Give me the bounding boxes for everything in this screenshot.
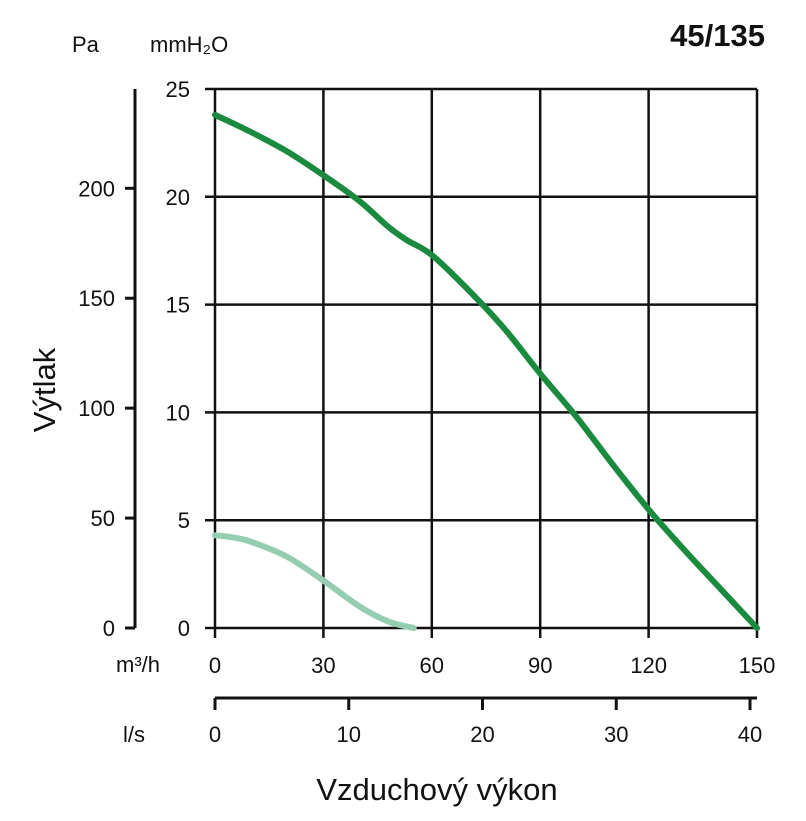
x-tick-label-ls: 40 [738,722,762,747]
performance-curve-1 [212,532,417,631]
x-tick-label-ls: 20 [470,722,494,747]
y-axis-title: Výtlak [27,347,62,432]
y-tick-label-pa: 50 [91,506,115,531]
y-tick-label-mmh2o: 25 [166,77,190,102]
pa-unit-label: Pa [72,32,100,57]
chart-title: 45/135 [670,18,765,53]
x-tick-label-m3h: 120 [630,653,667,678]
y-tick-label-mmh2o: 5 [178,508,190,533]
y-tick-label-pa: 100 [78,396,115,421]
x-tick-label-ls: 0 [209,722,221,747]
y-tick-label-mmh2o: 0 [178,616,190,641]
performance-curve-0 [212,111,760,631]
x-tick-label-m3h: 150 [739,653,776,678]
x-tick-label-m3h: 90 [528,653,552,678]
x-tick-label-ls: 10 [337,722,361,747]
x-tick-label-ls: 30 [604,722,628,747]
y-tick-label-mmh2o: 10 [166,400,190,425]
x-axis-title: Vzduchový výkon [316,772,557,807]
x-tick-label-m3h: 60 [420,653,444,678]
x-tick-label-m3h: 30 [311,653,335,678]
mmh2o-unit-label: mmH₂O [150,32,228,57]
y-tick-label-pa: 0 [103,616,115,641]
y-tick-label-pa: 150 [78,286,115,311]
y-tick-label-pa: 200 [78,176,115,201]
m3h-unit-label: m³/h [116,652,160,677]
y-tick-label-mmh2o: 15 [166,293,190,318]
ls-unit-label: l/s [123,722,145,747]
x-tick-label-m3h: 0 [209,653,221,678]
y-tick-label-mmh2o: 20 [166,185,190,210]
